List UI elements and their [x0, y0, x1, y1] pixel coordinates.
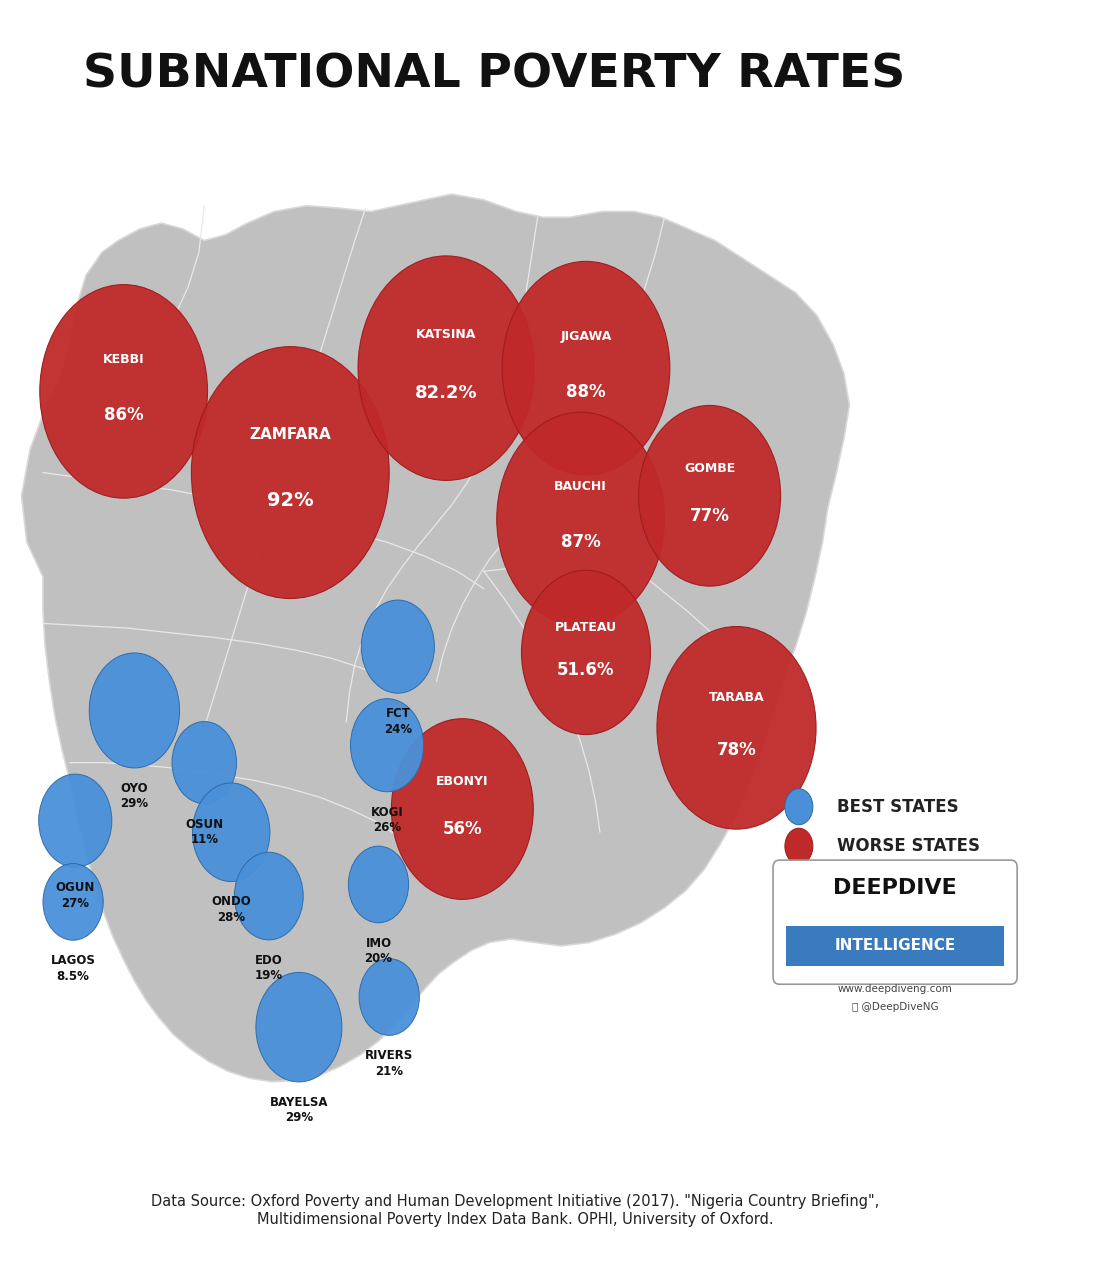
Ellipse shape — [358, 256, 534, 481]
Text: 78%: 78% — [717, 741, 756, 760]
Ellipse shape — [255, 973, 342, 1082]
Text: WORSE STATES: WORSE STATES — [837, 837, 980, 855]
Text: KATSINA: KATSINA — [416, 328, 476, 341]
Text: 88%: 88% — [567, 383, 606, 401]
Text: KEBBI: KEBBI — [103, 353, 144, 366]
Text: KOGI
26%: KOGI 26% — [371, 805, 403, 834]
Ellipse shape — [785, 828, 813, 865]
Text: PLATEAU: PLATEAU — [554, 621, 617, 634]
Ellipse shape — [43, 864, 103, 940]
Text: EBONYI: EBONYI — [436, 776, 488, 789]
Text: LAGOS
8.5%: LAGOS 8.5% — [50, 954, 95, 983]
Ellipse shape — [172, 721, 236, 804]
FancyBboxPatch shape — [786, 926, 1005, 966]
Ellipse shape — [497, 412, 664, 626]
Ellipse shape — [351, 699, 423, 791]
Text: 🐦 @DeepDiveNG: 🐦 @DeepDiveNG — [852, 1003, 939, 1012]
Ellipse shape — [234, 852, 304, 940]
Text: EDO
19%: EDO 19% — [254, 954, 283, 983]
Text: SUBNATIONAL POVERTY RATES: SUBNATIONAL POVERTY RATES — [83, 52, 906, 98]
Ellipse shape — [192, 346, 390, 598]
Text: 82.2%: 82.2% — [414, 384, 477, 402]
Text: BAUCHI: BAUCHI — [554, 481, 607, 493]
Text: RIVERS
21%: RIVERS 21% — [365, 1049, 413, 1078]
Text: FCT
24%: FCT 24% — [384, 708, 412, 735]
Ellipse shape — [391, 719, 533, 899]
Text: JIGAWA: JIGAWA — [560, 330, 612, 342]
Ellipse shape — [193, 782, 270, 881]
Ellipse shape — [502, 261, 670, 476]
FancyBboxPatch shape — [773, 860, 1017, 984]
Text: ONDO
28%: ONDO 28% — [212, 895, 251, 924]
Text: 92%: 92% — [267, 491, 314, 510]
Ellipse shape — [360, 959, 419, 1036]
Text: ZAMFARA: ZAMFARA — [250, 427, 332, 443]
Ellipse shape — [785, 789, 813, 824]
Text: 86%: 86% — [104, 406, 143, 424]
Text: BEST STATES: BEST STATES — [837, 798, 958, 815]
Ellipse shape — [638, 406, 781, 586]
Text: Data Source: Oxford Poverty and Human Development Initiative (2017). "Nigeria Co: Data Source: Oxford Poverty and Human De… — [151, 1194, 879, 1227]
Ellipse shape — [39, 773, 112, 867]
Text: 51.6%: 51.6% — [558, 662, 615, 680]
Text: OGUN
27%: OGUN 27% — [56, 881, 95, 909]
Text: INTELLIGENCE: INTELLIGENCE — [834, 938, 955, 954]
Ellipse shape — [90, 653, 179, 768]
Text: 87%: 87% — [561, 534, 600, 552]
Text: GOMBE: GOMBE — [684, 462, 735, 476]
Text: IMO
20%: IMO 20% — [364, 937, 392, 965]
Text: OSUN
11%: OSUN 11% — [185, 818, 223, 846]
Text: www.deepdiveng.com: www.deepdiveng.com — [838, 984, 952, 994]
Text: 77%: 77% — [690, 507, 729, 525]
Ellipse shape — [657, 626, 816, 829]
Ellipse shape — [348, 846, 409, 923]
Ellipse shape — [522, 571, 651, 734]
Text: DEEPDIVE: DEEPDIVE — [833, 877, 956, 898]
Text: BAYELSA
29%: BAYELSA 29% — [270, 1096, 328, 1125]
Text: TARABA: TARABA — [709, 691, 764, 704]
Ellipse shape — [362, 600, 435, 694]
Text: OYO
29%: OYO 29% — [120, 782, 149, 810]
Text: 56%: 56% — [442, 820, 482, 838]
Ellipse shape — [40, 284, 207, 498]
Polygon shape — [21, 194, 849, 1082]
